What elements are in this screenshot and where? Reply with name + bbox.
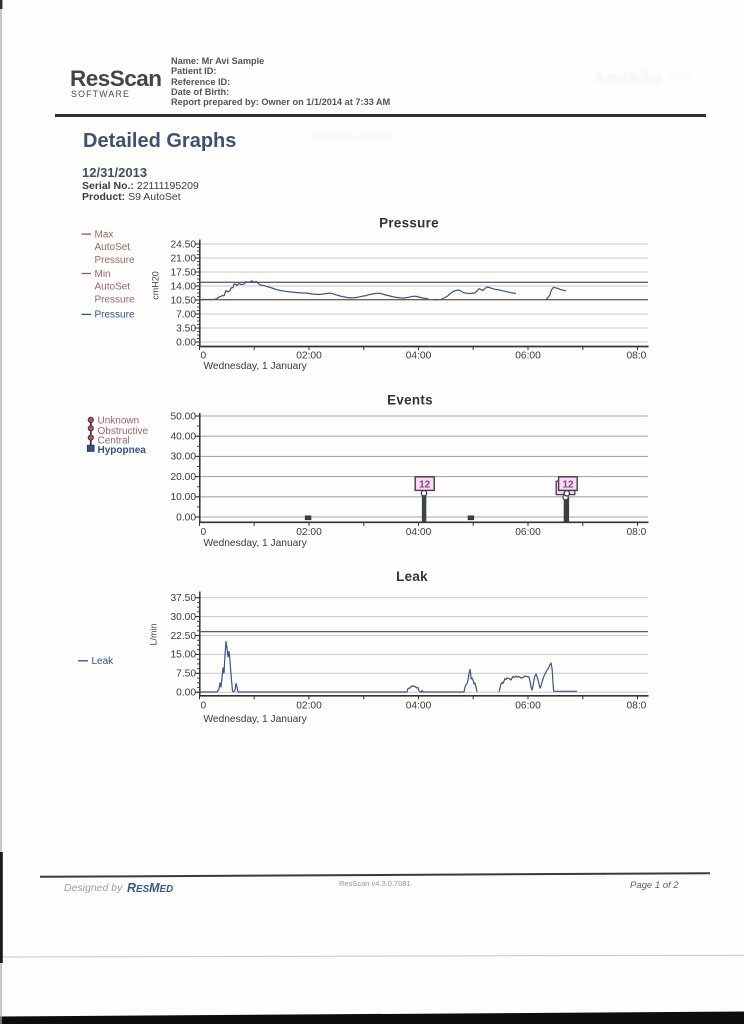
svg-text:10.00: 10.00	[171, 492, 197, 503]
svg-text:0.00: 0.00	[176, 337, 196, 348]
svg-text:24.50: 24.50	[171, 239, 197, 250]
svg-text:AutoSet: AutoSet	[95, 282, 131, 293]
svg-text:40.00: 40.00	[171, 432, 197, 443]
svg-text:Central: Central	[98, 436, 130, 447]
svg-text:Wednesday, 1 January: Wednesday, 1 January	[204, 538, 308, 549]
svg-text:21.00: 21.00	[171, 253, 197, 264]
svg-text:0: 0	[201, 701, 207, 712]
svg-text:12: 12	[419, 479, 431, 490]
svg-text:04:00: 04:00	[406, 527, 432, 538]
svg-text:30.00: 30.00	[171, 452, 197, 463]
svg-text:06:00: 06:00	[515, 351, 541, 362]
svg-text:Wednesday, 1 January: Wednesday, 1 January	[204, 714, 308, 725]
svg-text:02:00: 02:00	[296, 351, 322, 362]
svg-text:0: 0	[201, 527, 207, 538]
svg-text:Obstructive: Obstructive	[98, 426, 149, 437]
svg-text:Leak: Leak	[92, 656, 115, 667]
svg-text:AutoSet: AutoSet	[95, 242, 131, 253]
svg-text:7.50: 7.50	[176, 669, 196, 680]
svg-text:12: 12	[562, 479, 574, 490]
svg-text:0: 0	[201, 351, 207, 362]
svg-text:17.50: 17.50	[171, 267, 197, 278]
svg-text:37.50: 37.50	[171, 593, 197, 604]
svg-text:50.00: 50.00	[171, 411, 197, 422]
svg-text:04:00: 04:00	[406, 351, 432, 362]
svg-text:Pressure: Pressure	[379, 216, 439, 231]
svg-text:0.00: 0.00	[176, 688, 196, 699]
svg-text:06:00: 06:00	[515, 527, 541, 538]
svg-text:L/min: L/min	[149, 623, 159, 645]
svg-text:Pressure: Pressure	[95, 310, 135, 321]
svg-text:06:00: 06:00	[515, 701, 541, 712]
svg-text:Hypopnea: Hypopnea	[98, 445, 147, 456]
svg-text:04:00: 04:00	[406, 701, 432, 712]
svg-text:Max: Max	[95, 229, 114, 240]
svg-text:3.50: 3.50	[176, 323, 196, 334]
svg-text:15.00: 15.00	[171, 650, 197, 661]
svg-text:22.50: 22.50	[171, 631, 197, 642]
svg-text:Pressure: Pressure	[95, 295, 135, 306]
svg-text:Leak: Leak	[396, 569, 428, 584]
svg-text:Events: Events	[387, 393, 433, 408]
svg-text:20.00: 20.00	[171, 472, 197, 483]
svg-text:Min: Min	[95, 269, 111, 280]
svg-text:14.00: 14.00	[171, 281, 197, 292]
svg-text:30.00: 30.00	[171, 612, 197, 623]
svg-text:08:0: 08:0	[627, 701, 647, 712]
svg-text:08:0: 08:0	[627, 351, 647, 362]
svg-text:08:0: 08:0	[627, 527, 647, 538]
svg-text:Unknown: Unknown	[98, 416, 140, 427]
svg-text:Pressure: Pressure	[95, 255, 135, 266]
svg-text:7.00: 7.00	[176, 309, 196, 320]
svg-text:cmH20: cmH20	[151, 271, 161, 300]
svg-text:02:00: 02:00	[296, 527, 322, 538]
svg-text:02:00: 02:00	[296, 701, 322, 712]
svg-text:0.00: 0.00	[176, 512, 196, 523]
svg-text:Wednesday, 1 January: Wednesday, 1 January	[204, 361, 308, 372]
svg-text:10.50: 10.50	[171, 295, 197, 306]
